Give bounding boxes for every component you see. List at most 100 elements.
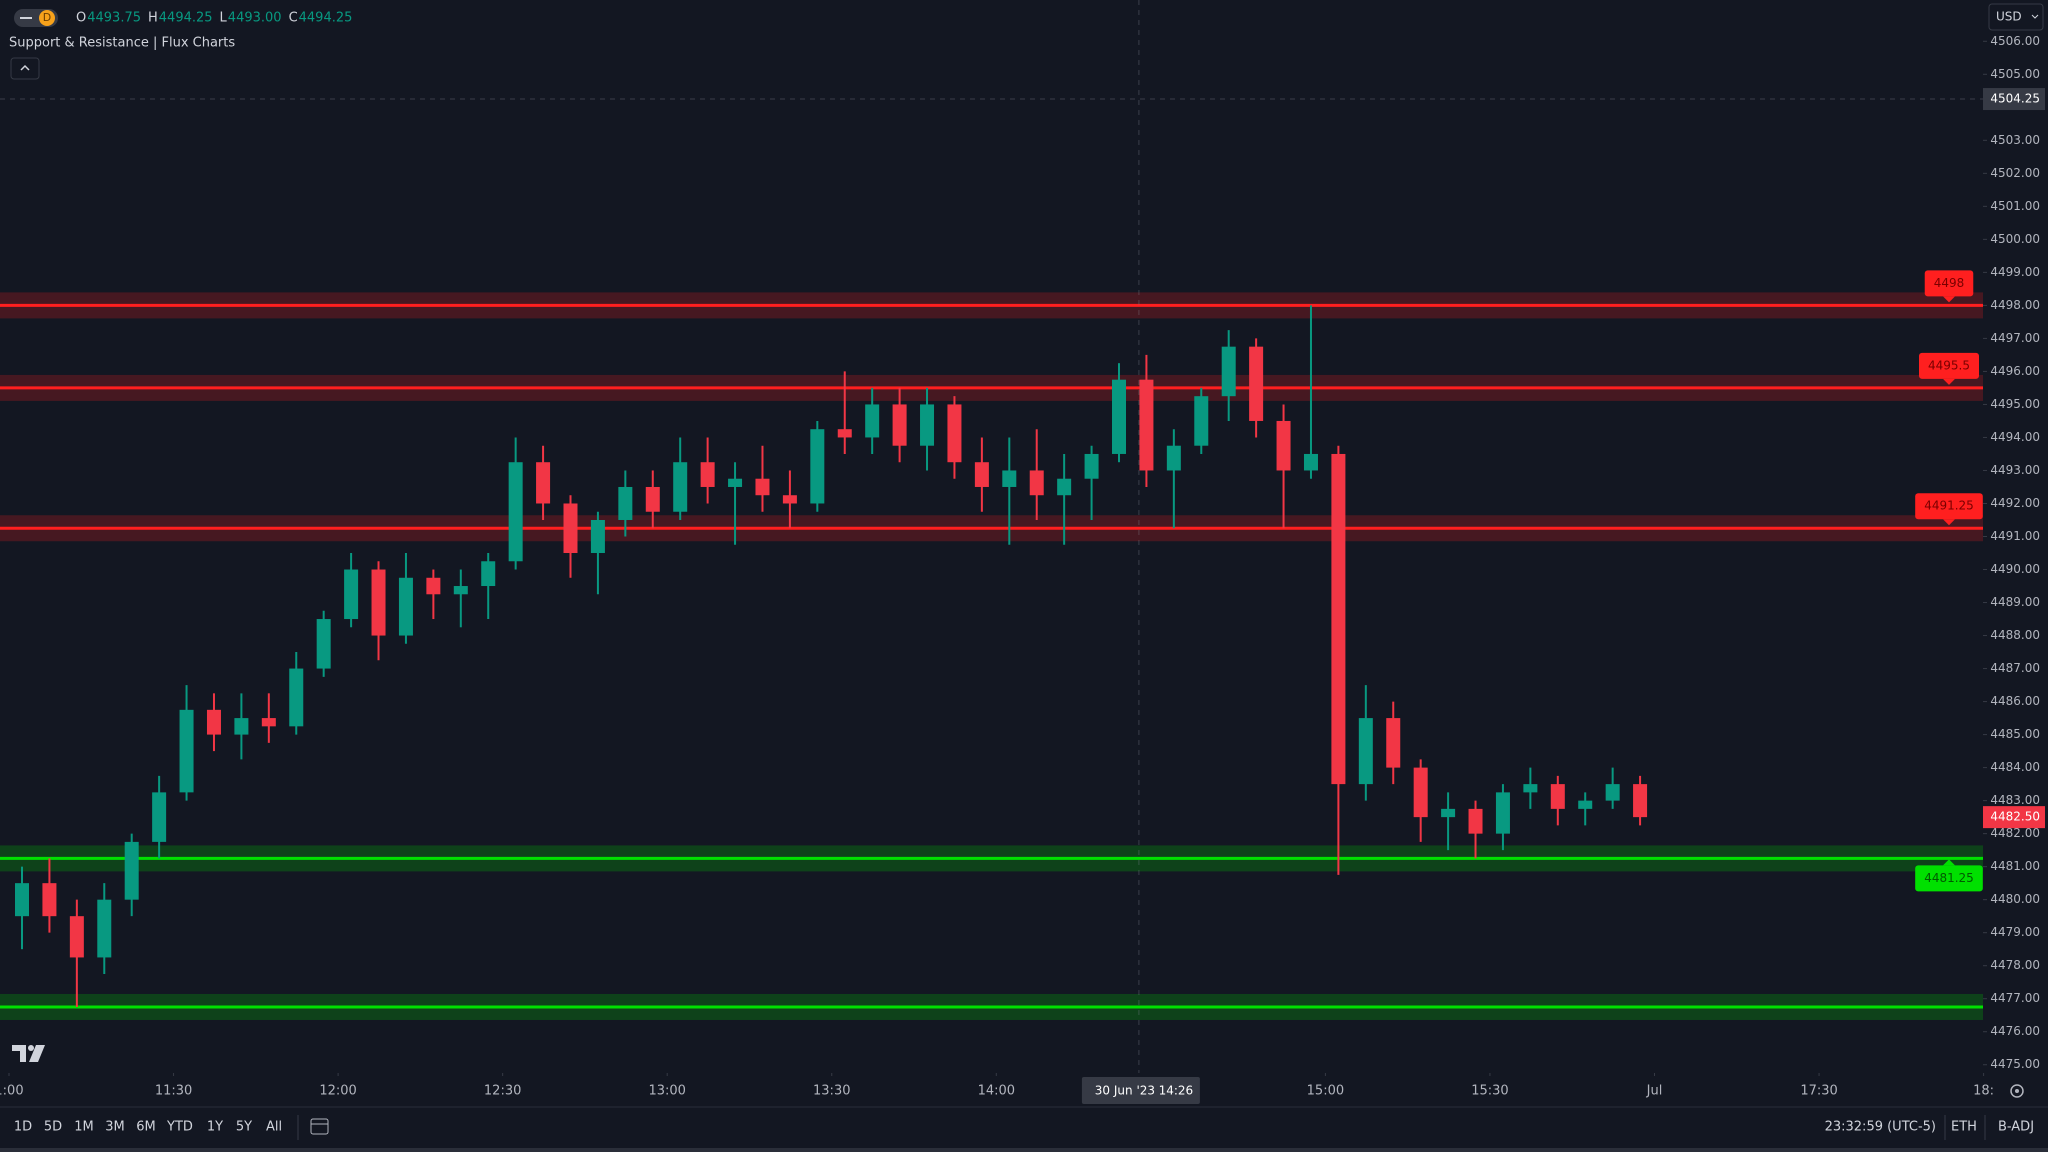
candle-body (481, 561, 496, 587)
y-tick-label: 4483.00 (1990, 793, 2040, 807)
y-tick-label: 4487.00 (1990, 661, 2040, 675)
ohlc-letter: L (220, 11, 228, 26)
candle-body (124, 841, 139, 900)
y-tick-label: 4495.00 (1990, 397, 2040, 411)
collapse-icon (20, 64, 30, 71)
level-label-box (1919, 352, 1979, 379)
y-tick-label: 4506.00 (1990, 34, 2040, 48)
candle-body (1633, 784, 1648, 818)
level-label: 4495.5 (1928, 358, 1970, 372)
level-label-pointer (1943, 519, 1955, 526)
x-tick-label: 1:00 (0, 1084, 24, 1099)
candle-body (152, 792, 167, 842)
range-button[interactable]: 1Y (207, 1120, 223, 1135)
candle-body (508, 462, 523, 562)
candle-body (1605, 784, 1620, 801)
collapse-button[interactable] (10, 57, 40, 80)
candle-body (234, 718, 249, 735)
bottom-edge (0, 1148, 2048, 1152)
candle-body (700, 462, 715, 487)
candle-body (892, 404, 907, 446)
tv-logo (12, 1045, 45, 1062)
ohlc-value: 4494.25 (159, 11, 213, 26)
candle-body (755, 478, 770, 496)
candle-body (426, 577, 441, 595)
candle-body (453, 586, 468, 595)
candle-body (15, 883, 29, 917)
y-tick-label: 4476.00 (1990, 1024, 2040, 1038)
y-tick-label: 4485.00 (1990, 727, 2040, 741)
session[interactable]: ETH (1951, 1120, 1977, 1135)
settings-icon[interactable] (2010, 1084, 2024, 1098)
x-tick-label: 12:30 (484, 1084, 521, 1099)
candle-body (42, 883, 57, 917)
y-tick-label: 4477.00 (1990, 991, 2040, 1005)
ohlc-letter: C (289, 11, 298, 26)
ohlc-letter: H (148, 11, 158, 26)
crosshair-price-box (1983, 88, 2045, 111)
candle-body (398, 577, 413, 636)
y-tick-label: 4489.00 (1990, 595, 2040, 609)
toggle-glyph (20, 17, 32, 19)
range-button[interactable]: All (266, 1120, 282, 1135)
x-tick-label: 17:30 (1800, 1084, 1837, 1099)
indicator-title: Support & Resistance | Flux Charts (9, 36, 235, 51)
x-tick-label: 15:00 (1307, 1084, 1344, 1099)
candle-body (179, 709, 194, 793)
level-label-box (1924, 270, 1974, 297)
x-tick-label: 15:30 (1471, 1084, 1508, 1099)
candle-body (1441, 808, 1456, 818)
candle-body (1139, 379, 1154, 471)
candle-body (289, 668, 304, 727)
settings-dot (2015, 1089, 2019, 1093)
y-tick-label: 4501.00 (1990, 199, 2040, 213)
x-tick-label: 13:00 (648, 1084, 685, 1099)
range-button[interactable]: 6M (136, 1120, 156, 1135)
range-button[interactable]: 1D (14, 1120, 32, 1135)
candle-body (261, 718, 276, 727)
badge: D (43, 11, 51, 24)
range-button[interactable]: YTD (166, 1120, 193, 1135)
y-tick-label: 4496.00 (1990, 364, 2040, 378)
range-button[interactable]: 5Y (236, 1120, 252, 1135)
chart-layer (0, 0, 1983, 1073)
candle-body (865, 404, 880, 438)
adjust[interactable]: B-ADJ (1998, 1120, 2034, 1135)
y-tick-label: 4484.00 (1990, 760, 2040, 774)
range-button[interactable]: 3M (105, 1120, 125, 1135)
y-tick-label: 4488.00 (1990, 628, 2040, 642)
candle-body (536, 462, 551, 504)
candle-body (69, 916, 84, 958)
y-tick-label: 4475.00 (1990, 1057, 2040, 1071)
range-button[interactable]: 1M (74, 1120, 94, 1135)
candle-body (1331, 453, 1346, 785)
ohlc-value: 4494.25 (299, 11, 353, 26)
ohlc-value: 4493.00 (228, 11, 282, 26)
logo-part (28, 1045, 34, 1051)
candle-body (1523, 784, 1538, 793)
y-tick-label: 4491.00 (1990, 529, 2040, 543)
crosshair-time: 14:26 (1159, 1084, 1194, 1098)
last-price-box (1983, 806, 2045, 829)
candle-body (1084, 453, 1099, 479)
range-button[interactable]: 5D (44, 1120, 62, 1135)
x-tick-label: 18: (1973, 1084, 1994, 1099)
candle-body (1166, 445, 1181, 471)
crosshair-time-box (1081, 1077, 1200, 1104)
calendar-icon[interactable] (310, 1118, 329, 1135)
ohlc-value: 4493.75 (87, 11, 141, 26)
y-tick-label: 4494.00 (1990, 430, 2040, 444)
crosshair-date: 30 Jun '23 (1095, 1084, 1155, 1098)
level-label: 4498 (1934, 276, 1965, 290)
y-tick-label: 4499.00 (1990, 265, 2040, 279)
candle-body (618, 486, 633, 520)
candle-body (344, 569, 359, 620)
x-tick-label: 14:00 (978, 1084, 1015, 1099)
candle-body (1057, 478, 1072, 496)
y-tick-label: 4503.00 (1990, 133, 2040, 147)
currency-caret (2031, 14, 2039, 19)
level-label-box (1915, 865, 1983, 892)
y-tick-label: 4480.00 (1990, 892, 2040, 906)
level-label-pointer (1943, 378, 1955, 385)
currency-button[interactable] (1988, 3, 2044, 31)
